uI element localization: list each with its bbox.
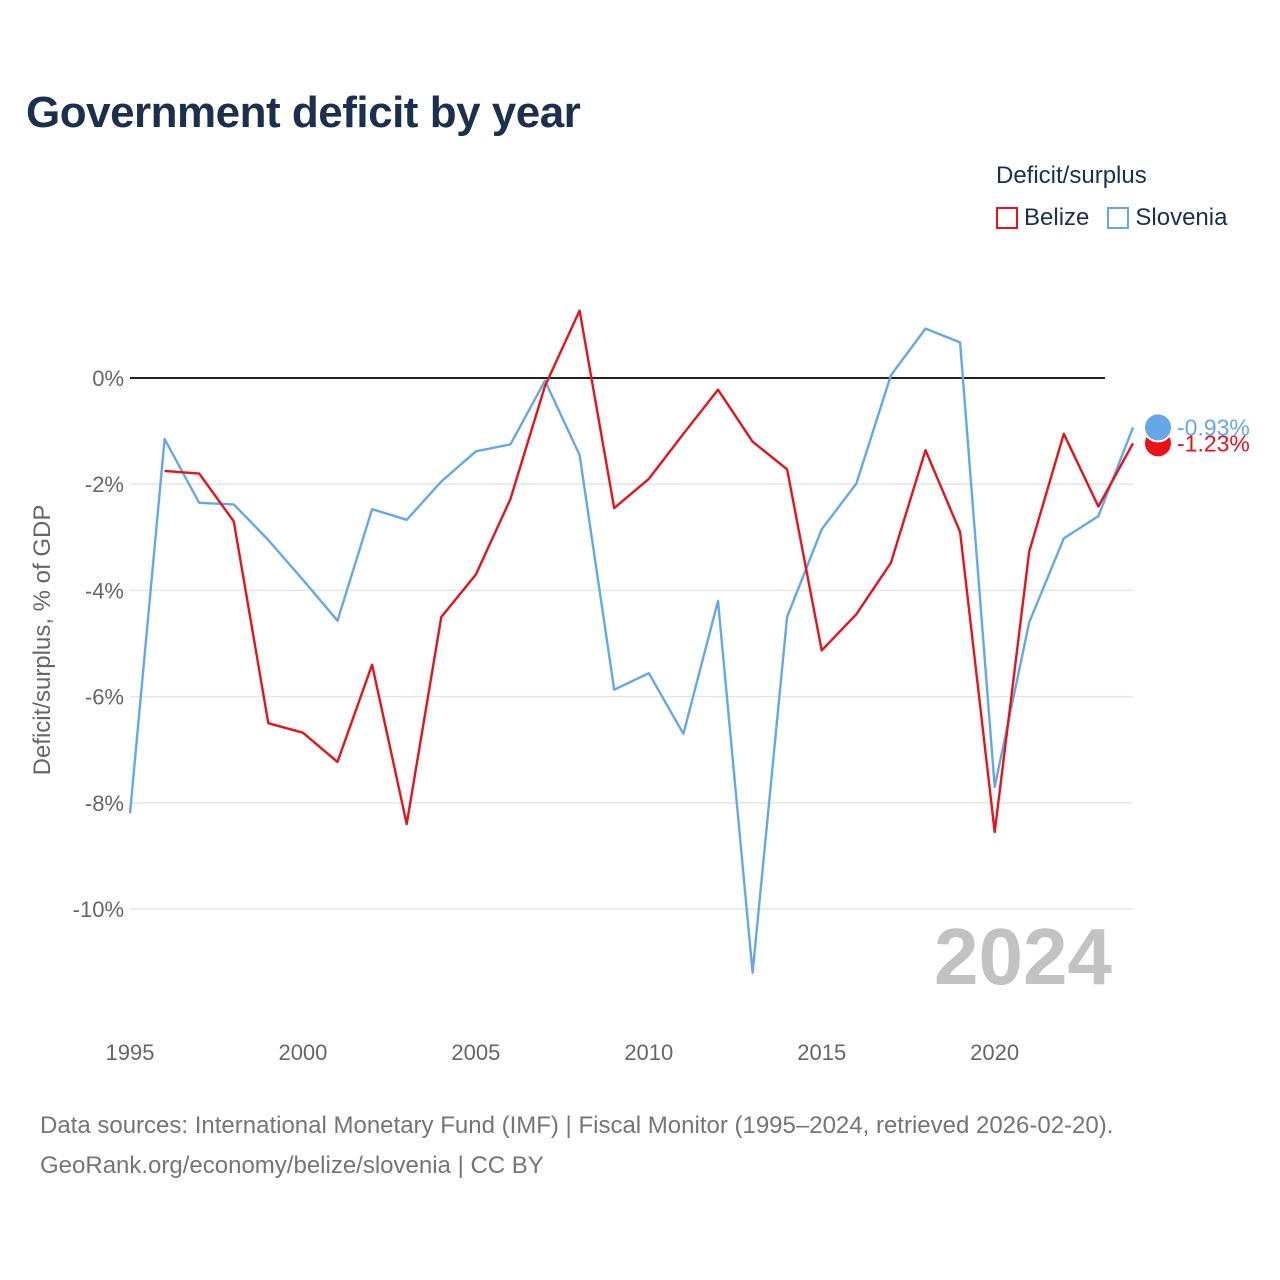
legend: Belize Slovenia	[996, 204, 1245, 232]
legend-label-slovenia: Slovenia	[1135, 204, 1228, 231]
end-value-label-slovenia: -0.93%	[1177, 414, 1250, 440]
series-lines	[128, 309, 1135, 974]
data-source-text: Data sources: International Monetary Fun…	[40, 1112, 1114, 1139]
y-axis-ticks: 0% -2% -4% -6% -8% -10%	[73, 366, 124, 922]
attribution-text: GeoRank.org/economy/belize/slovenia | CC…	[40, 1152, 544, 1179]
legend-title: Deficit/surplus	[996, 162, 1147, 189]
x-tick-label: 2020	[970, 1040, 1019, 1065]
x-tick-label: 2005	[451, 1040, 500, 1065]
series-line-belize[interactable]	[164, 309, 1135, 834]
footer: Data sources: International Monetary Fun…	[40, 1106, 1113, 1186]
series-line-slovenia[interactable]	[128, 327, 1135, 974]
legend-item-slovenia[interactable]: Slovenia	[1107, 204, 1227, 232]
y-tick-label: -8%	[85, 791, 124, 816]
x-axis-ticks: 1995 2000 2005 2010 2015 2020	[106, 1040, 1020, 1065]
y-tick-label: -10%	[73, 897, 124, 922]
x-tick-label: 2000	[278, 1040, 327, 1065]
y-tick-label: -4%	[85, 578, 124, 603]
y-tick-label: 0%	[92, 366, 124, 391]
chart-title: Government deficit by year	[26, 88, 581, 137]
y-tick-label: -6%	[85, 685, 124, 710]
grid-lines	[130, 483, 1133, 910]
legend-swatch-belize	[996, 207, 1018, 229]
flag-icon-slovenia	[1143, 412, 1173, 443]
end-labels: -1.23%-0.93%	[1143, 412, 1250, 459]
x-tick-label: 2010	[624, 1040, 673, 1065]
x-tick-label: 2015	[797, 1040, 846, 1065]
end-value-label-belize: -1.23%	[1177, 430, 1250, 456]
legend-item-belize[interactable]: Belize	[996, 204, 1089, 232]
y-axis-label: Deficit/surplus, % of GDP	[29, 505, 56, 776]
year-watermark: 2024	[934, 912, 1112, 1001]
legend-label-belize: Belize	[1024, 204, 1090, 231]
y-tick-label: -2%	[85, 472, 124, 497]
x-tick-label: 1995	[106, 1040, 155, 1065]
legend-swatch-slovenia	[1107, 207, 1130, 229]
